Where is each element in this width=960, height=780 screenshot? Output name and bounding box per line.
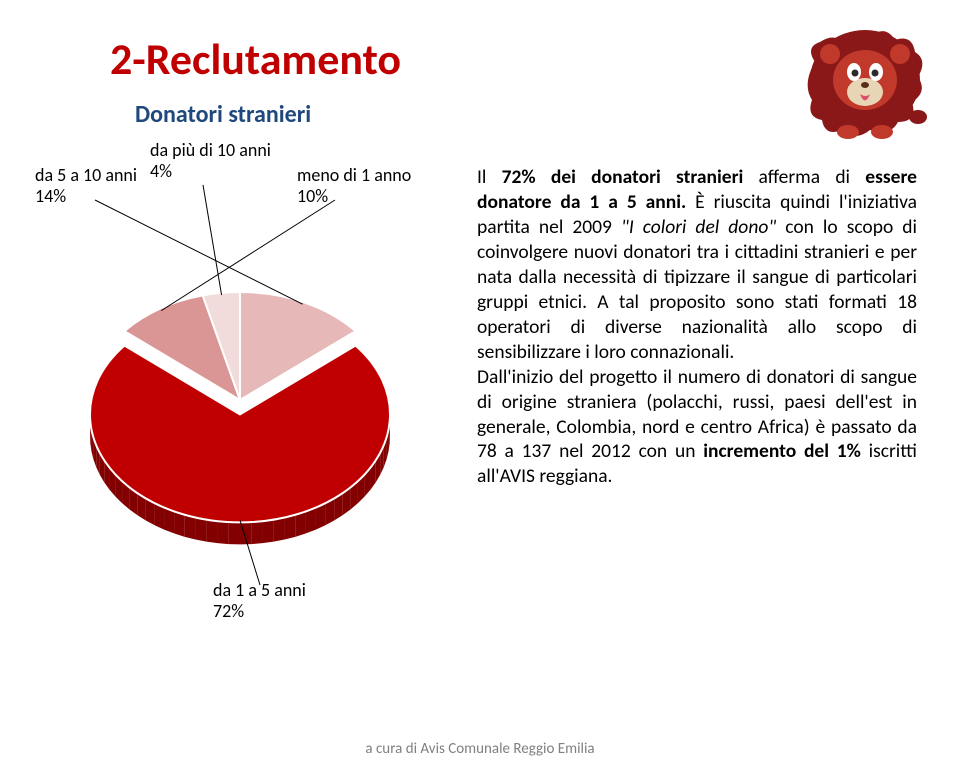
pie-label-72: da 1 a 5 anni72% [213,580,306,621]
pie-label-4: da più di 10 anni4% [150,140,271,181]
pie-label-14: da 5 a 10 anni14% [35,165,137,206]
pie-chart: da 5 a 10 anni14% da più di 10 anni4% me… [35,165,445,635]
page-title: 2-Reclutamento [110,32,401,86]
italic-quote: "I colori del dono" [621,215,776,239]
footer-credit: a cura di Avis Comunale Reggio Emilia [0,740,960,758]
pie-label-10: meno di 1 anno10% [297,165,411,206]
body-paragraphs: Il 72% dei donatori stranieri afferma di… [477,165,917,489]
chart-subtitle: Donatori stranieri [135,100,311,129]
mascot-lion-icon [800,22,930,142]
